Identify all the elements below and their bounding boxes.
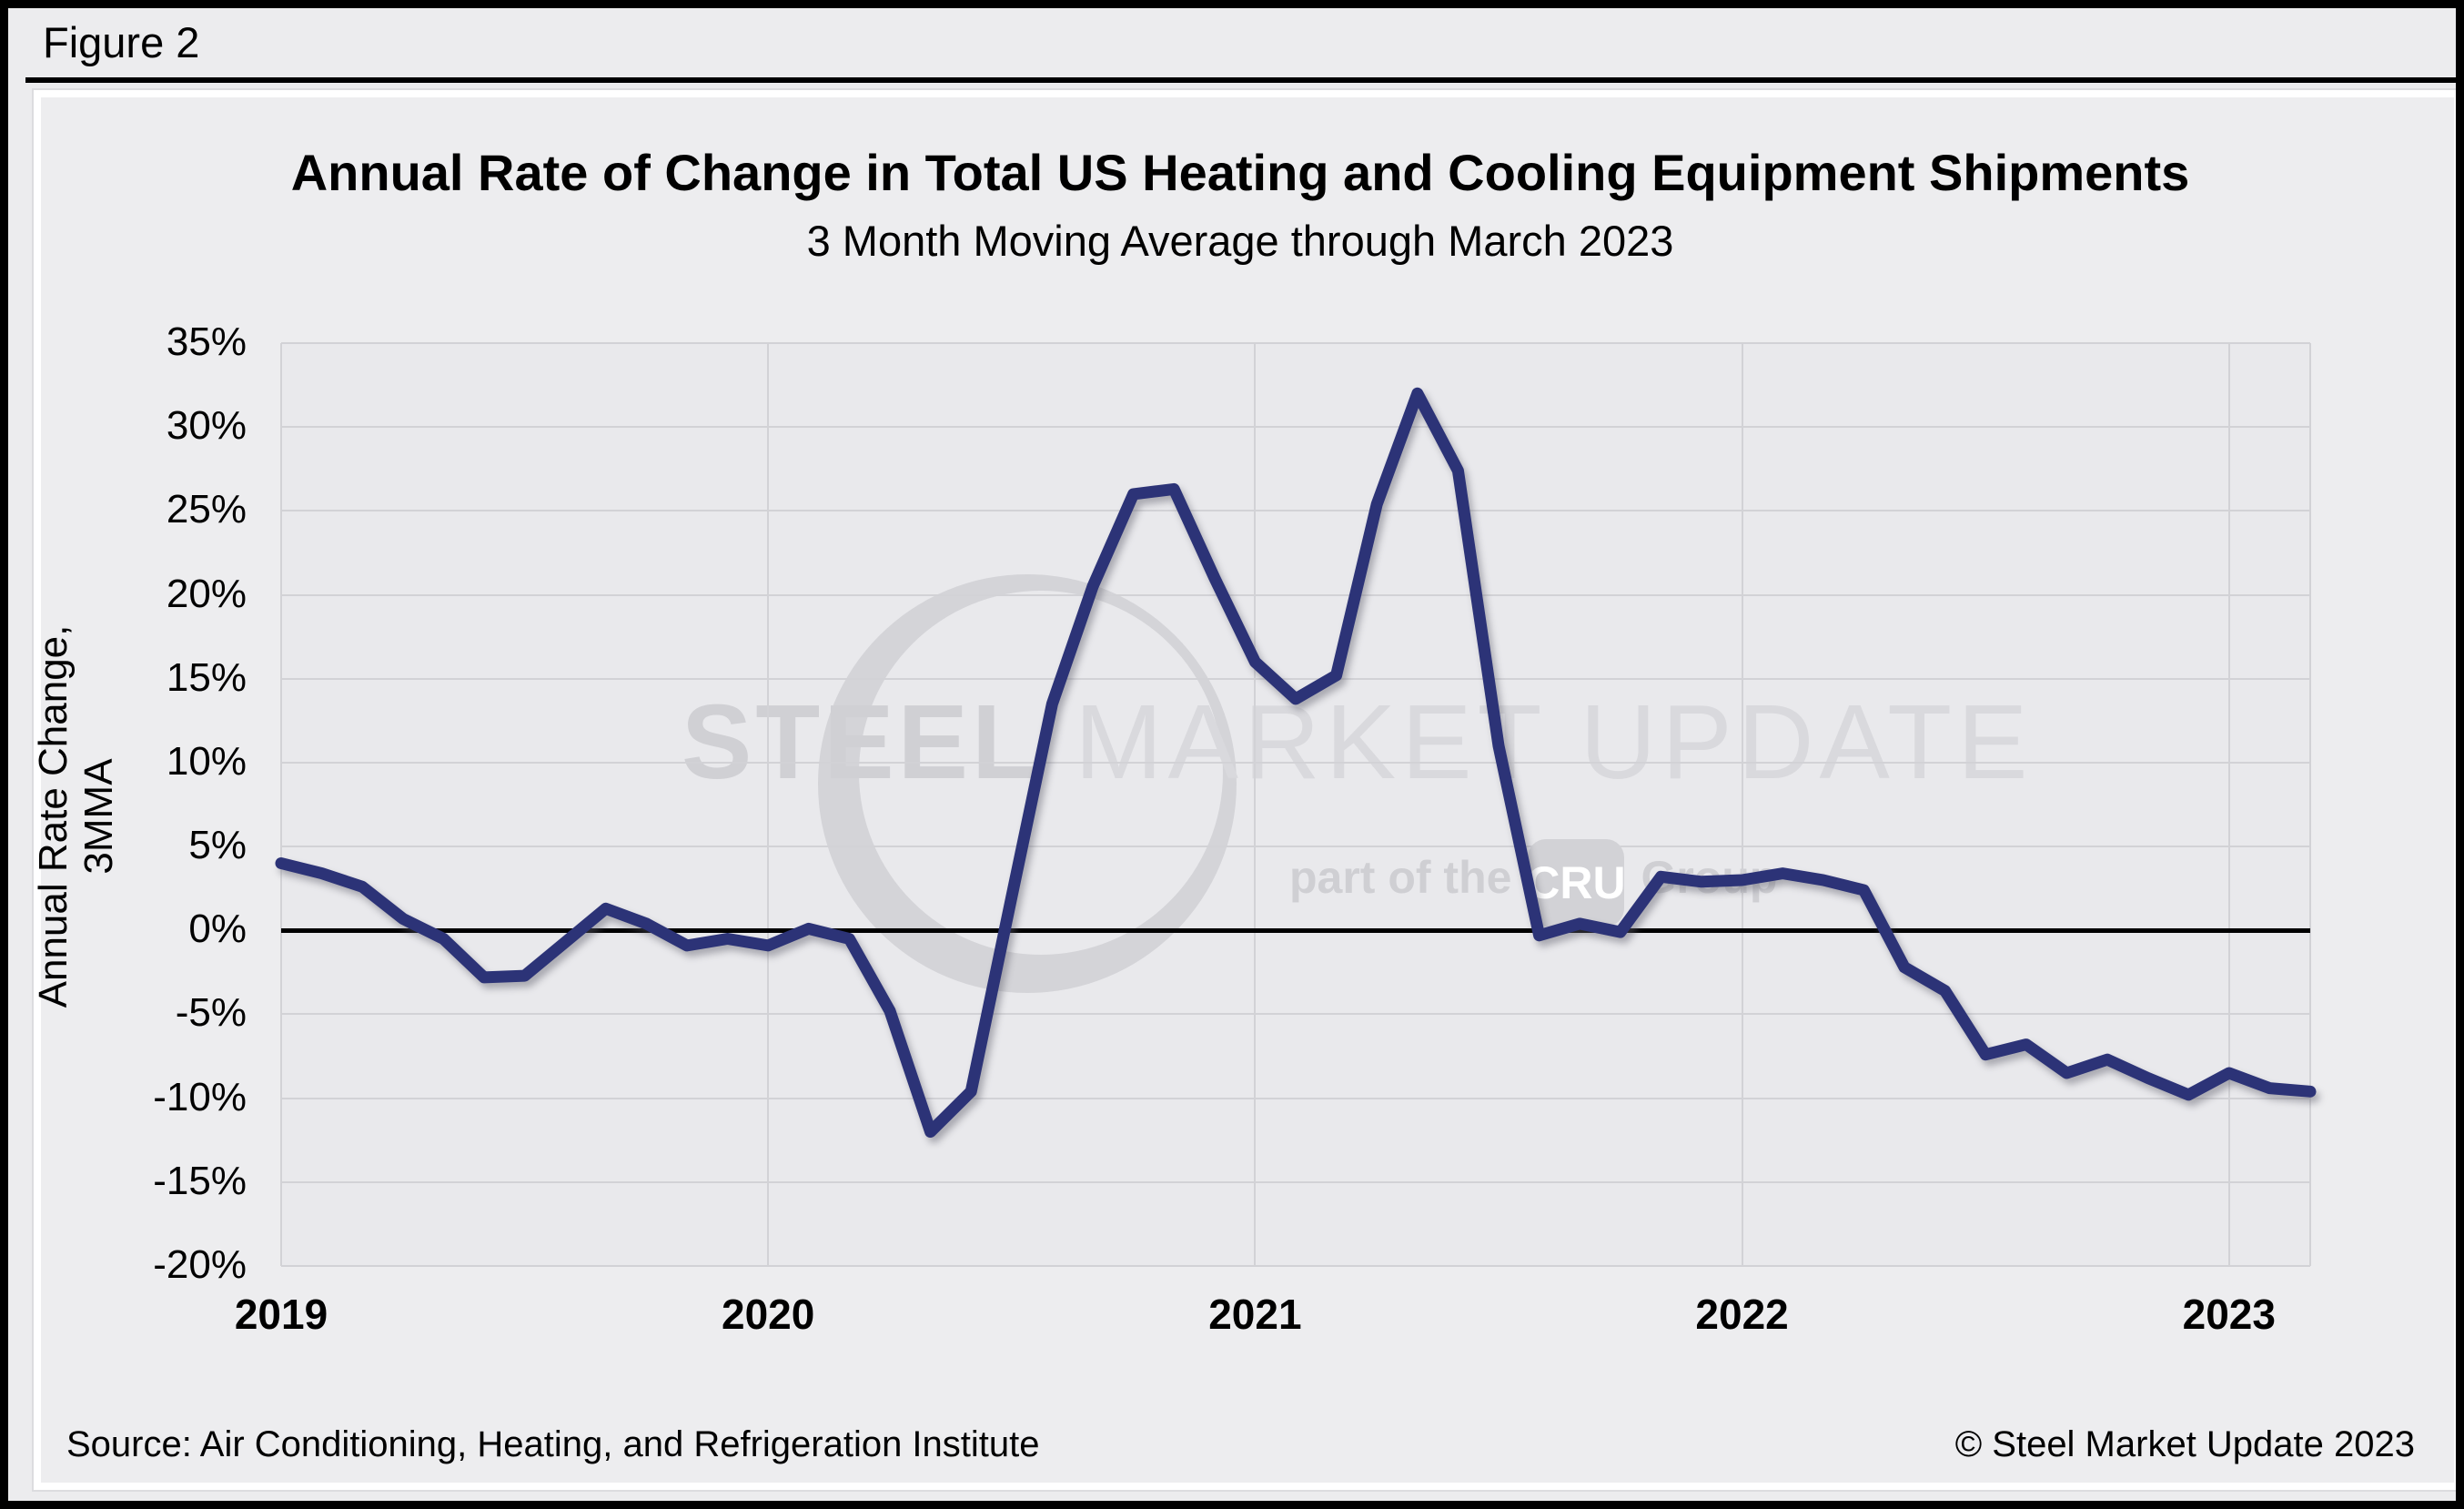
y-tick-label: 0%	[188, 906, 247, 952]
x-tick-label-2021: 2021	[1208, 1291, 1302, 1338]
plot-area	[281, 343, 2310, 1266]
y-tick-label: 30%	[166, 403, 247, 449]
x-tick-label-2022: 2022	[1695, 1291, 1789, 1338]
chart-title: Annual Rate of Change in Total US Heatin…	[290, 144, 2190, 201]
y-tick-label: 15%	[166, 654, 247, 700]
cru-logo-text: CRU	[1527, 857, 1626, 908]
y-tick-label: 5%	[188, 823, 247, 868]
source-note: Source: Air Conditioning, Heating, and R…	[66, 1424, 1040, 1464]
zero-axis-line	[281, 927, 2310, 933]
gridline-25pct	[281, 510, 2310, 512]
cru-logo: CRU	[1527, 839, 1626, 927]
gridline--5pct	[281, 1013, 2310, 1016]
watermark-part-of-the: part of the	[1289, 852, 1512, 903]
watermark-steel: STEEL	[682, 683, 1040, 801]
gridline-35pct	[281, 342, 2310, 344]
y-tick-label: 35%	[166, 319, 247, 364]
gridline--15pct	[281, 1180, 2310, 1183]
watermark-market-update: MARKET UPDATE	[1039, 683, 2034, 801]
gridline-30pct	[281, 426, 2310, 429]
gridline-year	[2309, 343, 2311, 1266]
watermark-wordmark: STEEL MARKET UPDATE	[682, 689, 2033, 795]
gridline-year	[280, 343, 282, 1266]
x-tick-label-2023: 2023	[2182, 1291, 2276, 1338]
y-tick-label: -20%	[153, 1242, 247, 1287]
gridline-year	[2227, 343, 2230, 1266]
x-tick-label-2020: 2020	[722, 1291, 815, 1338]
gridline--10pct	[281, 1097, 2310, 1099]
x-tick-label-2019: 2019	[234, 1291, 328, 1338]
gridline-year	[767, 343, 770, 1266]
gridline-15pct	[281, 677, 2310, 680]
figure-label: Figure 2	[43, 18, 200, 66]
y-tick-label: -5%	[175, 990, 247, 1036]
chart-subtitle: 3 Month Moving Average through March 202…	[806, 217, 1674, 265]
gridline-year	[1741, 343, 1743, 1266]
copyright-note: © Steel Market Update 2023	[1954, 1424, 2415, 1464]
gridline-5pct	[281, 846, 2310, 848]
line-chart-canvas	[275, 387, 2317, 1138]
y-tick-label: 10%	[166, 738, 247, 784]
y-tick-label: -15%	[153, 1158, 247, 1203]
gridline-20pct	[281, 593, 2310, 596]
y-tick-label: -10%	[153, 1074, 247, 1119]
gridline-year	[1254, 343, 1257, 1266]
gridline-10pct	[281, 761, 2310, 764]
steel-market-update-watermark: STEEL MARKET UPDATE part of the CRU Grou…	[8, 8, 2456, 1501]
gridline--20pct	[281, 1265, 2310, 1267]
figure-underline	[25, 77, 2456, 83]
y-tick-label: 20%	[166, 571, 247, 616]
y-tick-label: 25%	[166, 487, 247, 532]
data-line-annual-rate-3mma	[275, 387, 2317, 1138]
